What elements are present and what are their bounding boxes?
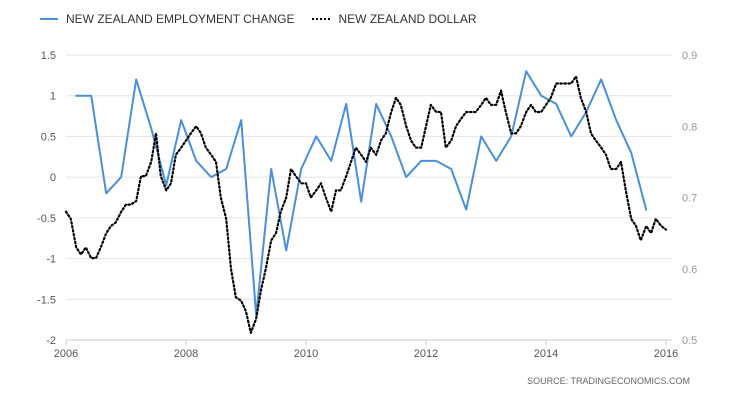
legend-swatch-employment — [40, 18, 58, 20]
source-note: SOURCE: TRADINGECONOMICS.COM — [527, 376, 690, 386]
x-tick-label: 2006 — [54, 348, 78, 360]
legend-item-employment[interactable]: NEW ZEALAND EMPLOYMENT CHANGE — [40, 12, 294, 26]
x-tick-label: 2014 — [534, 348, 558, 360]
series-line-employment — [75, 70, 648, 317]
series-line-dollar — [64, 75, 668, 334]
y-left-tick-label: 1.5 — [41, 50, 56, 62]
y-left-tick-label: -1.5 — [37, 294, 56, 306]
legend-swatch-dollar — [312, 18, 331, 20]
y-left-tick-label: 1 — [50, 91, 56, 103]
y-right-tick-label: 0.8 — [682, 121, 697, 133]
y-left-tick-label: 0.5 — [41, 131, 56, 143]
legend: NEW ZEALAND EMPLOYMENT CHANGE NEW ZEALAN… — [40, 12, 477, 26]
x-tick-label: 2016 — [654, 348, 678, 360]
y-left-tick-label: -0.5 — [37, 213, 56, 225]
x-tick-label: 2010 — [294, 348, 318, 360]
y-left-tick-label: -2 — [46, 335, 56, 347]
x-tick-label: 2008 — [174, 348, 198, 360]
y-left-tick-label: 0 — [50, 172, 56, 184]
y-right-tick-label: 0.6 — [682, 264, 697, 276]
x-tick-label: 2012 — [414, 348, 438, 360]
y-left-tick-label: -1 — [46, 254, 56, 266]
legend-label-dollar: NEW ZEALAND DOLLAR — [338, 12, 477, 26]
legend-label-employment: NEW ZEALAND EMPLOYMENT CHANGE — [66, 12, 295, 26]
y-right-tick-label: 0.5 — [682, 335, 697, 347]
legend-item-dollar[interactable]: NEW ZEALAND DOLLAR — [312, 12, 477, 26]
y-right-tick-label: 0.9 — [682, 50, 697, 62]
y-right-tick-label: 0.7 — [682, 193, 697, 205]
